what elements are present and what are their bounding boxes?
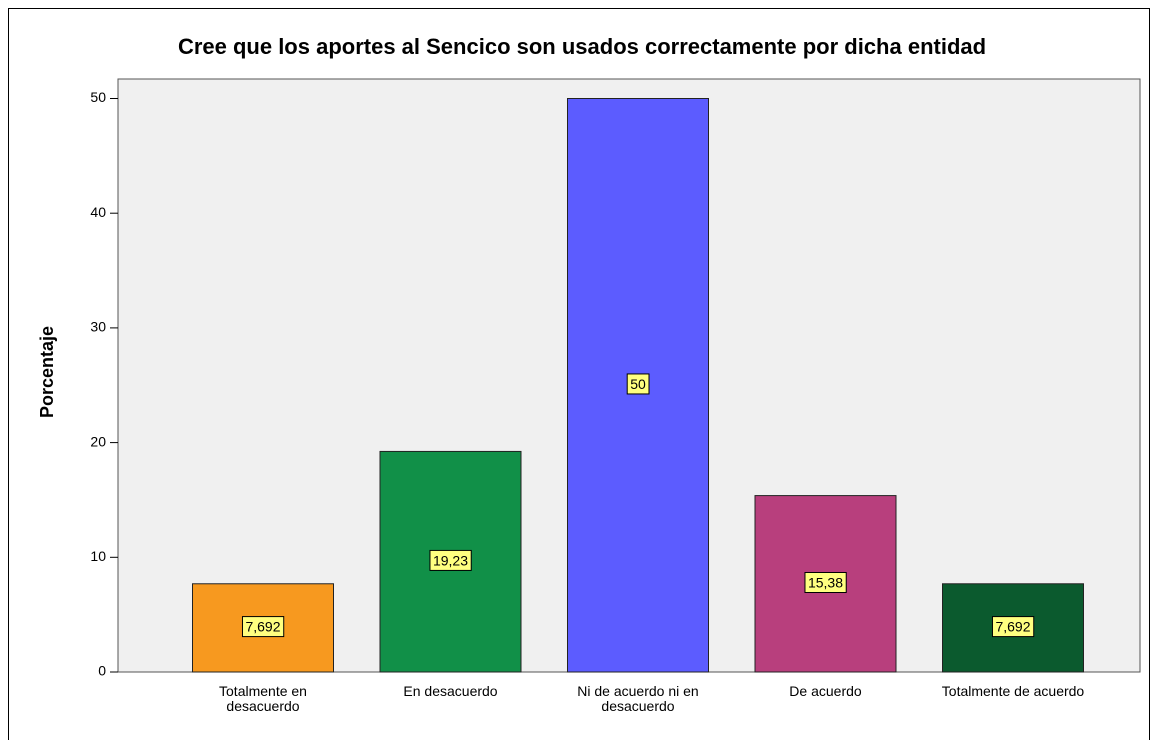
value-label: 7,692 [995,619,1030,635]
y-tick-label: 0 [98,663,106,679]
value-label: 7,692 [245,619,280,635]
y-tick-label: 10 [90,548,106,564]
y-tick-label: 50 [90,89,106,105]
value-label: 50 [630,376,646,392]
value-label-box [429,549,472,571]
x-tick-label: De acuerdo [789,683,862,699]
x-tick-label: Totalmente en desacuerdo [219,683,307,714]
chart-title: Cree que los aportes al Sencico son usad… [178,34,986,59]
y-axis-label: Porcentaje [37,326,57,418]
y-tick-label: 30 [90,319,106,335]
value-label: 15,38 [808,574,843,590]
x-tick-label: Ni de acuerdo ni en desacuerdo [577,683,699,714]
value-label-box [626,373,650,395]
x-tick-label: Totalmente de acuerdo [941,683,1085,699]
y-tick-label: 20 [90,433,106,449]
value-label: 19,23 [433,552,468,568]
value-label-box [241,616,285,638]
value-label-box [991,616,1035,638]
value-label-box [804,571,847,593]
x-tick-label: En desacuerdo [403,683,498,699]
y-tick-label: 40 [90,204,106,220]
